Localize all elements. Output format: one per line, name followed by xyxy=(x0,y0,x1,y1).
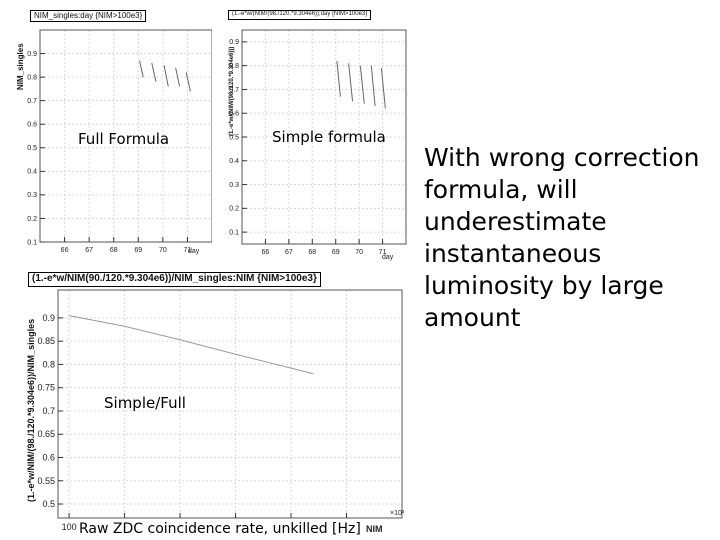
x-tick-label: 69 xyxy=(134,247,142,254)
x-axis-label: NIM xyxy=(366,524,383,534)
label-simple-formula: Simple formula xyxy=(272,128,386,146)
series-line xyxy=(69,315,314,375)
x-tick-label: 70 xyxy=(355,249,363,256)
x-axis-label: day xyxy=(382,254,394,261)
y-tick-label: 0.7 xyxy=(27,98,37,105)
data-segment xyxy=(359,65,365,104)
y-tick-label: 0.55 xyxy=(37,476,55,486)
y-tick-label: 0.9 xyxy=(42,313,55,323)
x-axis-label: day xyxy=(188,248,200,255)
plot-panel-ratio: (1.-e*w/NIM(90./120.*9.304e6))/NIM_singl… xyxy=(18,268,410,536)
x-axis-multiplier: ×10³ xyxy=(390,510,405,517)
data-segment xyxy=(348,63,354,102)
conclusion-text: With wrong correction formula, will unde… xyxy=(424,143,700,332)
y-tick-label: 0.1 xyxy=(229,229,239,236)
plot-title: (1.-e*w/NIM(90./120.*9.304e6))/NIM_singl… xyxy=(28,272,321,287)
chart-plot-3: 1001502002503003500.50.550.60.650.70.750… xyxy=(37,289,403,532)
data-segment xyxy=(163,65,169,87)
y-tick-label: 0.3 xyxy=(229,182,239,189)
x-tick-label: 68 xyxy=(110,247,118,254)
data-segment xyxy=(336,60,341,97)
y-tick-label: 0.7 xyxy=(229,87,239,94)
y-tick-label: 0.75 xyxy=(37,383,55,393)
y-tick-label: 0.5 xyxy=(42,499,55,509)
y-tick-label: 0.85 xyxy=(37,336,55,346)
x-tick-label: 66 xyxy=(61,247,69,254)
data-segment xyxy=(185,72,191,92)
y-tick-label: 0.8 xyxy=(27,74,37,81)
x-tick-label: 68 xyxy=(308,249,316,256)
y-tick-label: 0.2 xyxy=(229,206,239,213)
y-tick-label: 0.8 xyxy=(42,359,55,369)
label-simple-full: Simple/Full xyxy=(104,394,186,412)
y-tick-label: 0.4 xyxy=(27,169,37,176)
y-tick-label: 0.6 xyxy=(42,453,55,463)
x-tick-label: 69 xyxy=(332,249,340,256)
y-tick-label: 0.6 xyxy=(27,122,37,129)
y-tick-label: 0.8 xyxy=(229,63,239,70)
x-tick-label: 100 xyxy=(62,522,77,532)
x-tick-label: 67 xyxy=(85,247,93,254)
y-tick-label: 0.5 xyxy=(27,145,37,152)
y-tick-label: 0.7 xyxy=(42,406,55,416)
x-tick-label: 71 xyxy=(379,249,387,256)
label-raw-rate: Raw ZDC coincidence rate, unkilled [Hz] xyxy=(78,521,362,537)
chart-plot-1: 66 67 68 69 70 71 0.1 0.2 0.3 0.4 0.5 0.6 0.7 0.8 0.9 xyxy=(27,29,212,254)
plot-title: (1.-e*w/(NIM/(98./120.*9.304e6));day {NI… xyxy=(228,10,372,20)
y-tick-label: 0.4 xyxy=(229,158,239,165)
y-tick-label: 0.9 xyxy=(229,39,239,46)
y-tick-label: 0.3 xyxy=(27,192,37,199)
y-tick-label: 0.2 xyxy=(27,216,37,223)
plot-title: NIM_singles:day {NIM>100e3} xyxy=(30,10,147,22)
y-tick-label: 0.6 xyxy=(229,111,239,118)
y-tick-label: 0.65 xyxy=(37,429,55,439)
x-tick-label: 71 xyxy=(184,247,192,254)
x-tick-label: 70 xyxy=(159,247,167,254)
data-segment xyxy=(175,67,181,87)
x-tick-label: 67 xyxy=(285,249,293,256)
y-tick-label: 0.5 xyxy=(229,134,239,141)
label-full-formula: Full Formula xyxy=(78,130,170,148)
plot-panel-simple-formula: (1.-e*w/(NIM/(98./120.*9.304e6));day {NI… xyxy=(214,8,410,266)
y-tick-label: 0.9 xyxy=(27,51,37,58)
y-tick-label: 0.1 xyxy=(27,239,37,246)
x-tick-label: 66 xyxy=(262,249,270,256)
data-segment xyxy=(370,65,376,107)
data-segment xyxy=(151,62,157,82)
data-segment xyxy=(139,60,144,78)
data-segment xyxy=(380,67,386,109)
chart-plot-2: 66 67 68 69 70 71 0.1 0.2 0.3 0.4 0.5 0.6 0.7 0.8 0.9 xyxy=(229,29,407,256)
plot-panel-nim-singles: NIM_singles:day {NIM>100e3} NIM_singles … xyxy=(10,8,212,262)
